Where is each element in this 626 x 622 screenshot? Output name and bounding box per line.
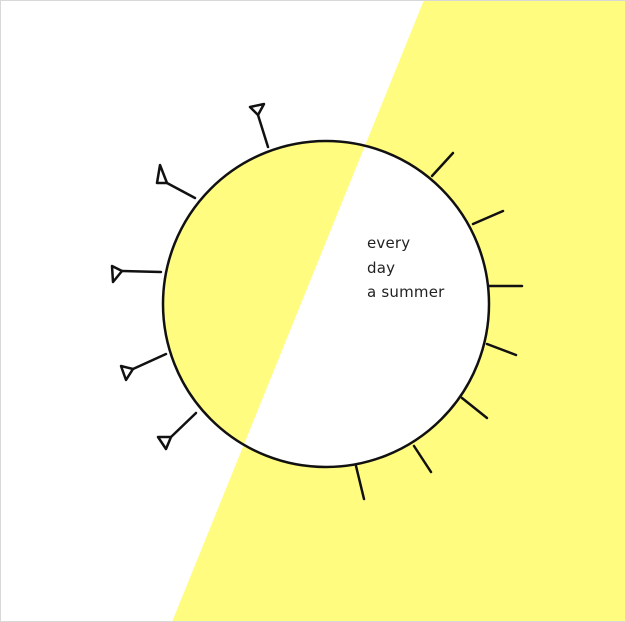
caption-line-1: every (367, 234, 411, 252)
sun-outline (161, 139, 491, 469)
caption-line-3: a summer (367, 283, 445, 301)
sun-rays-left (110, 102, 270, 451)
caption-line-2: day (367, 258, 396, 277)
sun-rays-right (354, 151, 524, 501)
sun-disc-yellow-half (163, 141, 424, 467)
handwritten-caption: every day a summer (367, 231, 445, 305)
